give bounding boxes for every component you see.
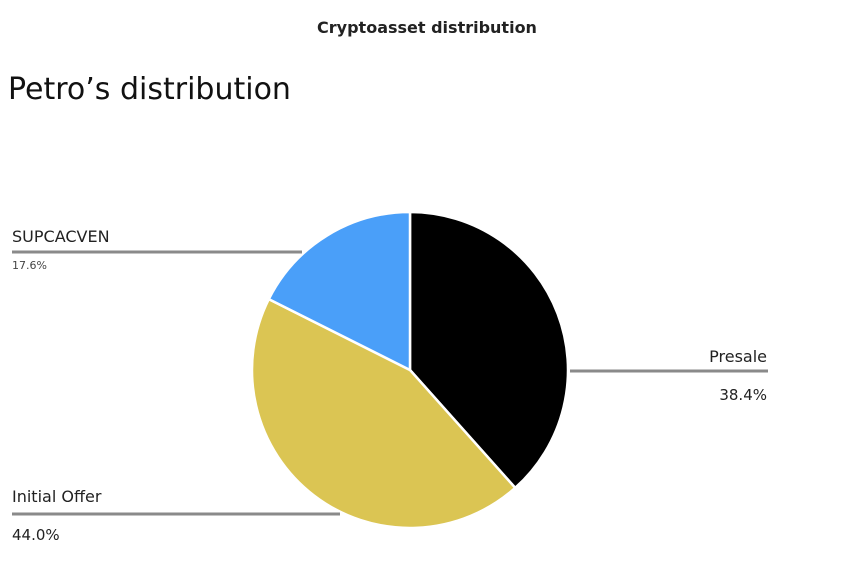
pie-slice-presale[interactable]	[408, 210, 570, 490]
pie-labels: Presale 38.4% Initial Offer 44.0% SUPCACVEN 1…	[12, 227, 768, 544]
pie-slice-initial-offer[interactable]	[250, 297, 517, 530]
pie-slices	[250, 210, 570, 530]
slice-label-initial-offer: Initial Offer	[12, 487, 102, 506]
chart-header-title: Cryptoasset distribution	[317, 18, 537, 37]
slice-label-supcacven: SUPCACVEN	[12, 227, 110, 246]
page-title: Petro’s distribution	[8, 72, 291, 107]
slice-value-presale: 38.4%	[719, 386, 767, 404]
pie-slice-supcacven[interactable]	[267, 210, 412, 372]
slice-value-initial-offer: 44.0%	[12, 526, 60, 544]
slice-value-supcacven: 17.6%	[12, 259, 47, 272]
slice-label-presale: Presale	[709, 347, 767, 366]
